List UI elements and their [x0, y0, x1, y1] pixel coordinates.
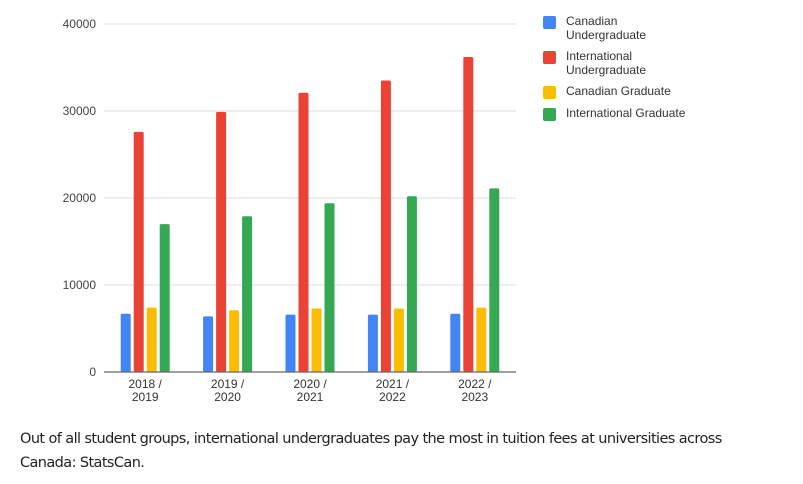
bar	[311, 308, 322, 372]
bar	[367, 314, 378, 372]
legend-swatch-icon	[543, 16, 556, 29]
bar	[406, 196, 417, 372]
y-tick-label: 30000	[63, 104, 97, 118]
bar	[216, 111, 227, 373]
y-tick-label: 0	[89, 365, 96, 379]
gridlines	[104, 23, 516, 286]
bar	[463, 57, 474, 373]
figure-caption: Out of all student groups, international…	[20, 431, 722, 471]
legend-swatch-icon	[543, 51, 556, 64]
bar	[476, 307, 487, 372]
bar	[242, 216, 253, 372]
bar	[380, 80, 391, 373]
legend-swatch-icon	[543, 86, 556, 99]
bar	[159, 224, 170, 372]
legend-item: Canadian Undergraduate	[543, 14, 726, 42]
x-tick-label: 2021	[297, 390, 324, 404]
y-tick-label: 20000	[63, 191, 97, 205]
x-tick-label: 2022 /	[458, 377, 492, 391]
bar	[489, 188, 500, 372]
legend-label: International Undergraduate	[566, 49, 647, 77]
bar	[285, 314, 296, 372]
x-tick-label: 2020 /	[293, 377, 327, 391]
x-tick-label: 2019 /	[211, 377, 245, 391]
y-tick-label: 10000	[63, 278, 97, 292]
legend-label: International Graduate	[566, 106, 686, 120]
legend-swatch-icon	[543, 108, 556, 121]
bar	[229, 310, 240, 372]
bar	[120, 313, 131, 372]
chart-legend: Canadian Undergraduate International Underg…	[543, 14, 726, 128]
bar	[133, 131, 144, 372]
bar-series	[120, 57, 500, 373]
x-tick-label: 2019	[132, 390, 159, 404]
x-tick-label: 2018 /	[129, 377, 163, 391]
legend-label: Canadian Graduate	[566, 84, 671, 98]
bar	[203, 316, 214, 372]
bar	[146, 307, 157, 372]
x-tick-label: 2021 /	[376, 377, 410, 391]
legend-item: International Graduate	[543, 106, 726, 121]
x-tick-label: 2022	[379, 390, 406, 404]
bar	[324, 203, 335, 372]
bar	[450, 313, 461, 372]
x-tick-label: 2020	[214, 390, 241, 404]
y-tick-label: 40000	[63, 17, 97, 31]
legend-item: International Undergraduate	[543, 49, 726, 77]
legend-item: Canadian Graduate	[543, 84, 726, 99]
bar	[393, 308, 404, 372]
x-tick-label: 2023	[461, 390, 488, 404]
bar	[298, 92, 309, 372]
y-axis-ticks: 0 10000 20000 30000 40000	[63, 17, 97, 379]
legend-label: Canadian Undergraduate	[566, 14, 647, 42]
